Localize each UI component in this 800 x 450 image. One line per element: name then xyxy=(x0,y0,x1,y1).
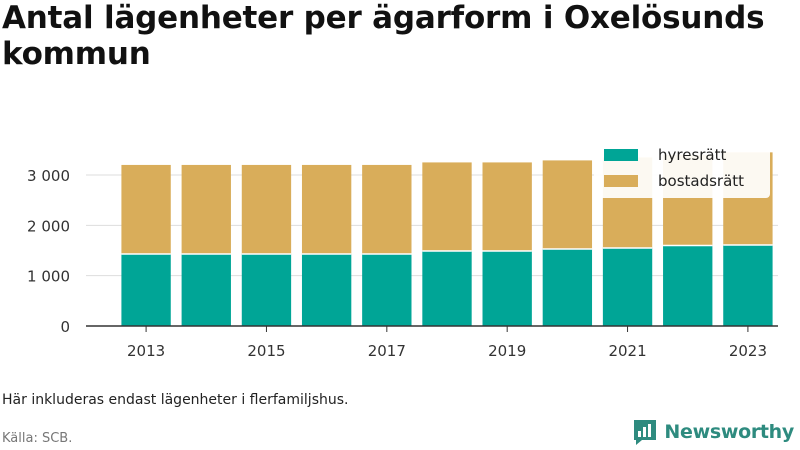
x-tick-label: 2021 xyxy=(608,342,646,360)
bar-segment xyxy=(542,160,593,249)
bar-segment xyxy=(362,164,412,255)
chart-legend: hyresrätt bostadsrätt xyxy=(594,138,770,198)
x-tick-label: 2019 xyxy=(488,342,526,360)
legend-label-bostadsratt: bostadsrätt xyxy=(658,172,745,190)
x-tick-label: 2023 xyxy=(729,342,767,360)
newsworthy-logo-icon xyxy=(634,420,657,445)
bar-segment xyxy=(241,254,292,326)
y-tick-label: 2 000 xyxy=(27,217,70,235)
y-tick-label: 3 000 xyxy=(27,167,70,185)
bar-segment xyxy=(181,254,231,326)
bar-segment xyxy=(121,164,171,255)
bar-segment xyxy=(362,254,412,326)
bar-segment xyxy=(723,244,773,326)
bar-segment xyxy=(241,164,292,255)
footnote: Här inkluderas endast lägenheter i flerf… xyxy=(2,392,349,408)
bar-segment xyxy=(301,254,352,326)
bar-segment xyxy=(482,162,532,252)
stacked-bar-chart: 0 1 000 2 000 3 000 2013 2015 2017 2019 2021 2023 xyxy=(27,152,778,360)
legend-swatch-bostadsratt xyxy=(604,175,638,187)
source-note: Källa: SCB. xyxy=(2,431,73,446)
bar-segment xyxy=(482,251,532,326)
bar-segment xyxy=(602,247,653,326)
bar-segment xyxy=(181,164,231,255)
legend-item-bostadsratt: bostadsrätt xyxy=(604,172,744,190)
bar-segment xyxy=(121,254,171,326)
y-tick-label: 0 xyxy=(60,318,70,336)
bar-segment xyxy=(542,248,593,326)
chart-title: Antal lägenheter per ägarform i Oxelösun… xyxy=(2,0,765,72)
y-tick-label: 1 000 xyxy=(27,268,70,286)
bar-segment xyxy=(663,245,713,326)
x-tick-label: 2015 xyxy=(247,342,285,360)
x-tick-label: 2013 xyxy=(127,342,165,360)
brand-name: Newsworthy xyxy=(664,421,794,443)
bar-segment xyxy=(422,251,472,326)
newsworthy-logo: Newsworthy xyxy=(632,418,794,446)
legend-label-hyresratt: hyresrätt xyxy=(658,146,727,164)
legend-item-hyresratt: hyresrätt xyxy=(604,146,726,164)
bar-segment xyxy=(422,162,472,252)
bar-segment xyxy=(301,164,352,255)
legend-swatch-hyresratt xyxy=(604,149,638,161)
x-tick-label: 2017 xyxy=(368,342,406,360)
